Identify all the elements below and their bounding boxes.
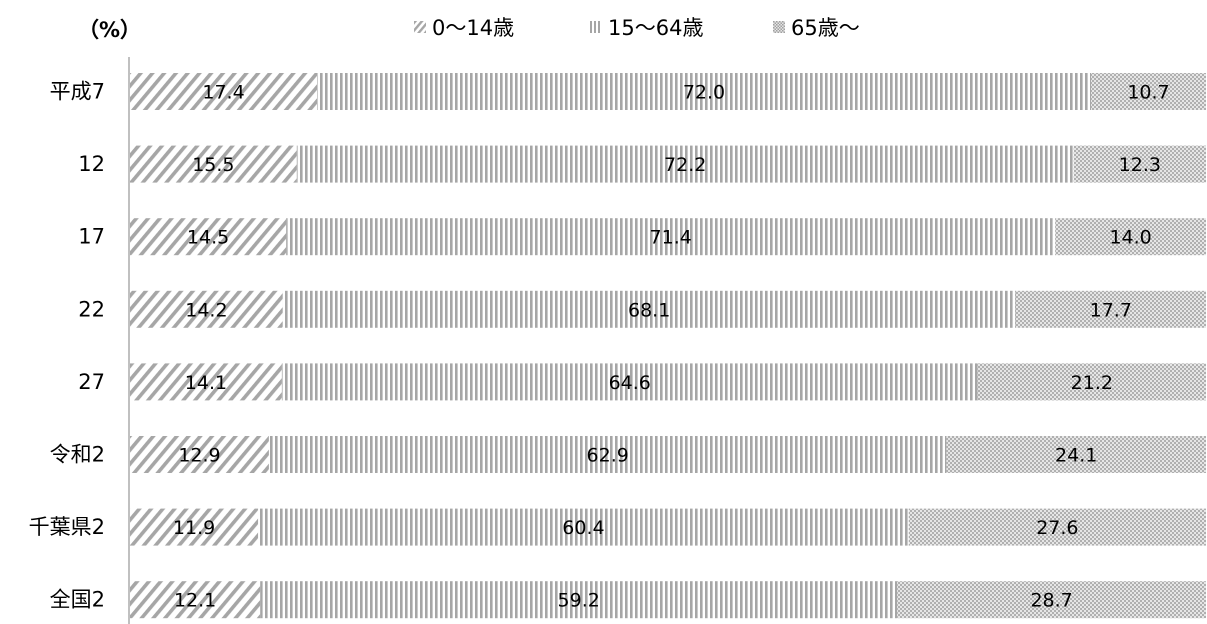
category-label: 17 (78, 225, 105, 249)
bar-segment-diagonal (130, 218, 287, 256)
bar-segment-diagonal (130, 145, 297, 183)
bar-segment-vertical (281, 363, 978, 401)
bar-segment-diagonal (130, 581, 261, 619)
data-label: 64.6 (609, 372, 651, 394)
category-label: 平成7 (50, 80, 105, 104)
bar-segment-vertical (260, 581, 898, 619)
data-label: 27.6 (1036, 517, 1078, 539)
category-label: 22 (78, 297, 105, 321)
data-label: 28.7 (1030, 590, 1072, 612)
bar-segment-crosshatch (1055, 218, 1206, 256)
data-label: 62.9 (587, 445, 629, 467)
bar-segment-diagonal (130, 290, 283, 328)
data-label: 14.1 (185, 372, 227, 394)
category-label: 12 (78, 152, 105, 176)
data-label: 59.2 (558, 590, 600, 612)
bar-segment-diagonal (130, 508, 259, 546)
data-label: 14.0 (1109, 227, 1151, 249)
legend-item-65: 65歳～ (773, 12, 860, 42)
data-label: 72.2 (664, 154, 706, 176)
bar-segment-vertical (282, 290, 1016, 328)
bar-segment-crosshatch (908, 508, 1206, 546)
legend-swatch-crosshatch-icon (773, 21, 785, 33)
bar-segment-crosshatch (897, 581, 1206, 619)
bar-segment-vertical (268, 436, 947, 473)
bar-segment-diagonal (130, 73, 318, 110)
bar-segment-vertical (317, 73, 1091, 110)
data-label: 24.1 (1055, 445, 1097, 467)
bar-segment-crosshatch (1015, 290, 1206, 328)
data-label: 15.5 (192, 154, 234, 176)
data-label: 21.2 (1071, 372, 1113, 394)
unit-label: （%） (78, 18, 142, 42)
legend-item-15-64: 15～64歳 (590, 12, 703, 42)
category-label: 全国2 (50, 588, 105, 612)
data-label: 12.1 (174, 590, 216, 612)
bar-segment-crosshatch (977, 363, 1206, 401)
bar-segment-vertical (286, 218, 1056, 256)
bar-segment-crosshatch (946, 436, 1206, 473)
bar-segment-vertical (258, 508, 909, 546)
data-label: 10.7 (1127, 82, 1169, 104)
data-label: 12.3 (1119, 154, 1161, 176)
category-label: 令和2 (50, 443, 105, 467)
bar-segment-crosshatch (1073, 145, 1206, 183)
legend-label-0-14: 0～14歳 (432, 16, 515, 40)
data-label: 11.9 (173, 517, 215, 539)
legend-swatch-diagonal-icon (414, 21, 426, 33)
legend-swatch-vertical-icon (590, 21, 602, 33)
bar-segment-vertical (296, 145, 1074, 183)
legend: 0～14歳 15～64歳 65歳～ (0, 12, 1207, 42)
category-label: 27 (78, 370, 105, 394)
bars-group: 平成7 17.4 72.0 10.7 12 15.5 72.2 12.3 17 14.5 71.4 1… (29, 73, 1206, 619)
legend-label-65: 65歳～ (791, 16, 860, 40)
data-label: 68.1 (628, 299, 670, 321)
data-label: 60.4 (562, 517, 604, 539)
data-label: 17.4 (202, 82, 244, 104)
data-label: 17.7 (1090, 299, 1132, 321)
data-label: 14.5 (187, 227, 229, 249)
bar-segment-diagonal (130, 436, 269, 473)
legend-label-15-64: 15～64歳 (608, 16, 704, 40)
data-label: 72.0 (683, 82, 725, 104)
category-label: 千葉県2 (29, 515, 105, 539)
data-label: 12.9 (178, 445, 220, 467)
bar-segment-crosshatch (1090, 73, 1206, 110)
bar-segment-diagonal (130, 363, 282, 401)
data-label: 14.2 (185, 299, 227, 321)
legend-item-0-14: 0～14歳 (414, 12, 514, 42)
data-label: 71.4 (650, 227, 692, 249)
